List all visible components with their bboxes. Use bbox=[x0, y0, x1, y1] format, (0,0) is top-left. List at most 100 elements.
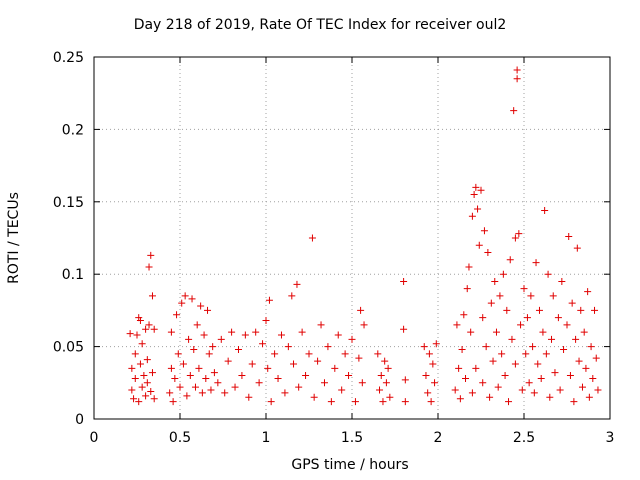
data-point bbox=[173, 311, 181, 319]
data-point bbox=[195, 364, 203, 372]
data-point bbox=[456, 395, 464, 403]
data-point bbox=[358, 379, 366, 387]
data-point bbox=[143, 356, 151, 364]
data-point bbox=[327, 398, 335, 406]
data-point bbox=[462, 374, 470, 382]
data-point bbox=[489, 357, 497, 365]
y-tick-label: 0.15 bbox=[53, 195, 84, 211]
data-point bbox=[560, 345, 568, 353]
data-point bbox=[376, 386, 384, 394]
data-point bbox=[310, 393, 318, 401]
data-point bbox=[492, 328, 500, 336]
x-tick-label: 0 bbox=[90, 430, 99, 446]
data-point bbox=[424, 389, 432, 397]
data-point bbox=[320, 379, 328, 387]
data-point bbox=[202, 374, 210, 382]
data-point bbox=[140, 372, 148, 380]
data-point bbox=[465, 263, 473, 271]
data-point bbox=[401, 398, 409, 406]
data-point bbox=[193, 321, 201, 329]
data-point bbox=[568, 299, 576, 307]
data-point bbox=[546, 393, 554, 401]
data-point bbox=[324, 343, 332, 351]
data-point bbox=[548, 335, 556, 343]
data-point bbox=[422, 372, 430, 380]
data-point bbox=[209, 343, 217, 351]
data-point bbox=[334, 331, 342, 339]
data-point bbox=[186, 372, 194, 380]
data-point bbox=[147, 387, 155, 395]
data-point bbox=[181, 292, 189, 300]
data-point bbox=[589, 374, 597, 382]
data-point bbox=[245, 393, 253, 401]
data-point bbox=[573, 244, 581, 252]
data-point bbox=[341, 350, 349, 358]
data-point bbox=[308, 234, 316, 242]
data-point bbox=[455, 364, 463, 372]
data-point bbox=[460, 311, 468, 319]
data-point bbox=[556, 386, 564, 394]
data-point bbox=[542, 350, 550, 358]
data-point bbox=[166, 389, 174, 397]
data-point bbox=[131, 374, 139, 382]
data-point bbox=[505, 398, 513, 406]
x-tick-label: 2 bbox=[434, 430, 443, 446]
data-point bbox=[221, 389, 229, 397]
data-point bbox=[290, 360, 298, 368]
data-point bbox=[420, 343, 428, 351]
data-point bbox=[381, 357, 389, 365]
data-point bbox=[523, 314, 531, 322]
data-point bbox=[470, 191, 478, 199]
data-point bbox=[498, 350, 506, 358]
data-point bbox=[374, 350, 382, 358]
data-point bbox=[506, 256, 514, 264]
data-point bbox=[331, 364, 339, 372]
data-point bbox=[262, 317, 270, 325]
data-point bbox=[288, 292, 296, 300]
data-point bbox=[131, 350, 139, 358]
y-tick-label: 0.25 bbox=[53, 50, 84, 66]
data-point bbox=[549, 292, 557, 300]
data-point bbox=[259, 340, 267, 348]
data-point bbox=[532, 259, 540, 267]
data-point bbox=[400, 325, 408, 333]
data-point bbox=[384, 364, 392, 372]
data-point bbox=[183, 392, 191, 400]
data-point bbox=[525, 379, 533, 387]
data-point bbox=[474, 205, 482, 213]
data-point bbox=[479, 314, 487, 322]
data-point bbox=[513, 66, 521, 74]
data-point bbox=[142, 392, 150, 400]
data-point bbox=[563, 321, 571, 329]
y-tick-label: 0.1 bbox=[62, 267, 84, 283]
data-point bbox=[377, 372, 385, 380]
data-point bbox=[210, 369, 218, 377]
data-point bbox=[451, 386, 459, 394]
data-point bbox=[147, 251, 155, 259]
data-point bbox=[496, 292, 504, 300]
data-point bbox=[477, 186, 485, 194]
data-point bbox=[138, 340, 146, 348]
axis-ticks: 0 0.05 0.1 0.15 0.2 0.25 0 0.5 1 1.5 2 2.5 3 bbox=[53, 50, 615, 446]
data-point bbox=[429, 360, 437, 368]
data-point bbox=[188, 295, 196, 303]
data-point bbox=[527, 292, 535, 300]
y-tick-label: 0.2 bbox=[62, 122, 84, 138]
data-point bbox=[143, 379, 151, 387]
x-axis-label: GPS time / hours bbox=[291, 457, 409, 473]
data-point bbox=[551, 369, 559, 377]
x-tick-label: 1 bbox=[262, 430, 271, 446]
data-point bbox=[453, 321, 461, 329]
data-point bbox=[400, 277, 408, 285]
data-point bbox=[486, 393, 494, 401]
data-point bbox=[145, 321, 153, 329]
x-tick-label: 3 bbox=[606, 430, 615, 446]
data-point bbox=[355, 354, 363, 362]
data-point bbox=[217, 335, 225, 343]
data-point bbox=[138, 383, 146, 391]
data-point bbox=[501, 372, 509, 380]
data-point bbox=[167, 328, 175, 336]
data-point bbox=[580, 328, 588, 336]
data-point bbox=[479, 379, 487, 387]
